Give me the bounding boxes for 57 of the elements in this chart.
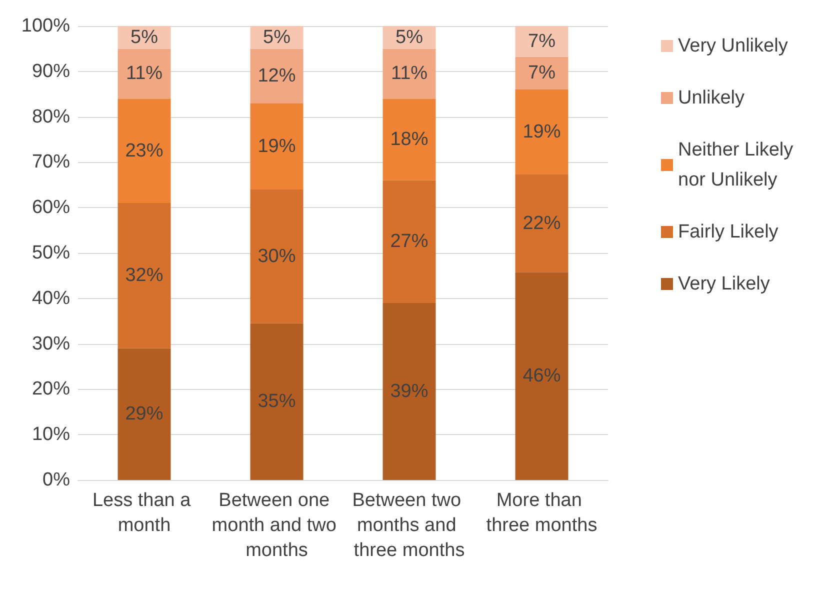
data-label: 29% <box>125 404 164 425</box>
legend-label: Fairly Likely <box>678 222 779 242</box>
bar <box>382 180 436 303</box>
bar <box>118 348 171 480</box>
data-label: 11% <box>390 63 428 84</box>
x-tick-label: Less than a month <box>92 490 196 536</box>
data-label: 27% <box>390 231 428 252</box>
y-tick-label: 70% <box>32 152 70 173</box>
legend-label: Very Unlikely <box>678 36 788 56</box>
y-tick-label: 40% <box>32 288 70 309</box>
y-tick-label: 90% <box>32 60 70 82</box>
data-label: 32% <box>125 265 164 286</box>
data-label: 39% <box>390 380 428 402</box>
data-label: 30% <box>258 246 296 267</box>
y-tick-label: 10% <box>32 424 70 446</box>
bar <box>515 272 568 480</box>
y-tick-label: 60% <box>32 197 70 218</box>
bar <box>515 56 568 90</box>
bar <box>118 48 171 99</box>
data-label: 5% <box>396 26 424 48</box>
y-tick-label: 100% <box>21 16 70 36</box>
x-tick-label: More than three months <box>486 490 598 536</box>
data-label: 22% <box>522 212 561 234</box>
data-label: 5% <box>130 26 158 48</box>
bar <box>382 98 436 180</box>
data-label: 5% <box>263 26 291 48</box>
bar <box>515 174 568 272</box>
y-tick-label: 20% <box>32 378 70 400</box>
bar <box>250 103 304 190</box>
y-tick-label: 50% <box>32 242 70 264</box>
bar <box>250 189 304 324</box>
bar <box>382 302 436 480</box>
legend-label: Unlikely <box>678 88 746 108</box>
data-label: 18% <box>390 129 428 150</box>
bar <box>382 48 436 99</box>
data-label: 46% <box>522 366 561 387</box>
data-label: 11% <box>126 63 163 84</box>
bar <box>515 90 568 174</box>
y-tick-label: 30% <box>32 333 70 354</box>
data-label: 19% <box>258 136 296 157</box>
data-label: 19% <box>522 122 561 143</box>
data-label: 12% <box>258 65 296 86</box>
x-tick-label: Between one month and two months <box>212 490 342 561</box>
data-label: 35% <box>258 391 296 412</box>
y-tick-label: 0% <box>42 470 70 490</box>
bar <box>250 323 304 480</box>
data-label: 7% <box>528 30 556 52</box>
bar <box>250 48 304 104</box>
x-tick-label: Between two months and three months <box>352 490 466 561</box>
legend-label: Neither Likely nor Unlikely <box>678 140 798 190</box>
y-tick-label: 80% <box>32 106 70 128</box>
legend-label: Very Likely <box>678 274 770 294</box>
data-label: 23% <box>125 140 164 162</box>
bar <box>118 203 171 348</box>
data-label: 7% <box>528 62 556 84</box>
bar <box>118 98 171 204</box>
bar <box>515 26 568 57</box>
